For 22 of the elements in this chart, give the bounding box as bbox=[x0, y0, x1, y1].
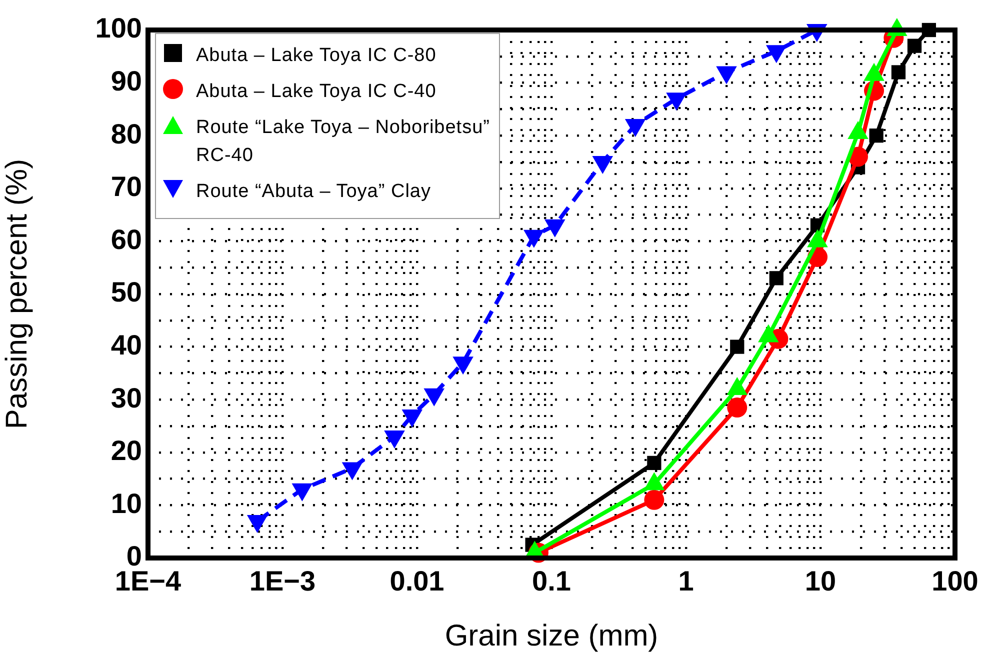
y-tick-label: 40 bbox=[110, 330, 142, 361]
y-tick-label: 60 bbox=[110, 224, 142, 255]
y-tick-label: 100 bbox=[95, 12, 142, 44]
x-tick-label: 1E−3 bbox=[249, 566, 316, 597]
y-tick-label: 50 bbox=[110, 276, 142, 308]
y-tick-label: 70 bbox=[110, 171, 142, 202]
y-tick-label: 20 bbox=[110, 435, 142, 466]
x-tick-label: 10 bbox=[804, 566, 836, 597]
y-axis-title: Passing percent (%) bbox=[0, 158, 34, 430]
x-tick-label: 1 bbox=[678, 566, 694, 597]
x-tick-label: 100 bbox=[932, 566, 978, 597]
legend-label: Route “Abuta – Toya” Clay bbox=[196, 180, 432, 204]
x-tick-label: 0.1 bbox=[532, 566, 571, 597]
x-axis-title: Grain size (mm) bbox=[444, 619, 658, 652]
y-tick-label: 30 bbox=[110, 382, 142, 414]
legend-label: Abuta – Lake Toya IC C-40 bbox=[196, 80, 438, 104]
legend-label: Abuta – Lake Toya IC C-80 bbox=[196, 44, 438, 68]
legend-label: Route “Lake Toya – Noboribetsu” RC-40 bbox=[196, 116, 491, 168]
x-tick-label: 0.01 bbox=[390, 566, 444, 597]
y-tick-label: 80 bbox=[110, 118, 142, 150]
y-tick-label: 90 bbox=[110, 66, 142, 97]
y-tick-label: 10 bbox=[110, 488, 142, 519]
